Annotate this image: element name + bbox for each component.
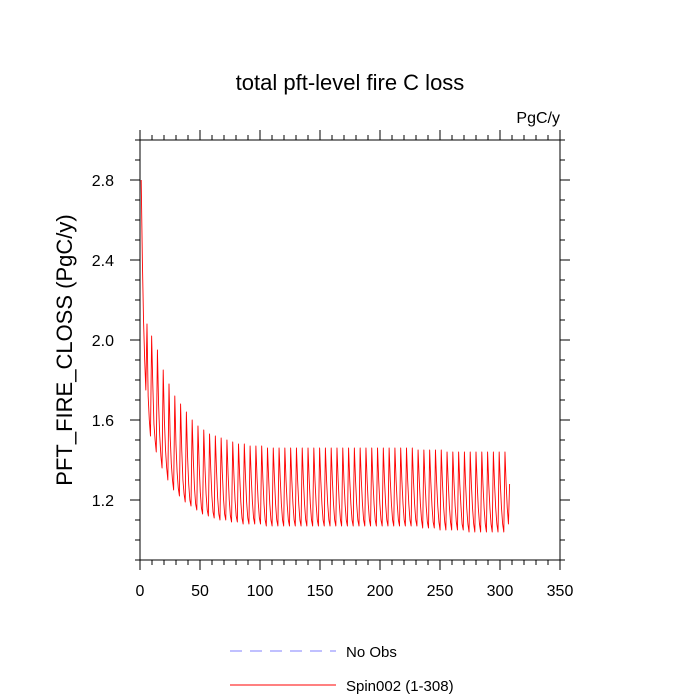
y-tick-label: 2.0 — [92, 333, 114, 350]
chart-title: total pft-level fire C loss — [236, 70, 465, 95]
y-tick-label: 2.4 — [92, 253, 114, 270]
series-line-spin002-1-308 — [140, 179, 511, 533]
legend-label-spin002: Spin002 (1-308) — [346, 678, 454, 695]
x-tick-label: 50 — [191, 583, 209, 600]
y-axis-label: PFT_FIRE_CLOSS (PgC/y) — [52, 214, 77, 485]
plot-frame — [139, 139, 561, 561]
y-tick-label: 1.6 — [92, 413, 114, 430]
x-tick-label: 300 — [487, 583, 514, 600]
x-tick-label: 100 — [247, 583, 274, 600]
x-tick-label: 200 — [367, 583, 394, 600]
y-tick-label: 1.2 — [92, 493, 114, 510]
units-label: PgC/y — [516, 110, 560, 127]
x-tick-label: 150 — [307, 583, 334, 600]
tick-label-layer: 0 50 100 150 200 250 300 350 1.2 1.6 2.0 2.4 2.8 — [92, 173, 574, 600]
x-tick-label: 0 — [136, 583, 145, 600]
tick-layer — [130, 130, 570, 570]
series-layer — [140, 179, 511, 533]
legend: No Obs Spin002 (1-308) — [230, 644, 454, 695]
legend-label-no-obs: No Obs — [346, 644, 397, 661]
x-tick-label: 350 — [547, 583, 574, 600]
y-tick-label: 2.8 — [92, 173, 114, 190]
x-tick-label: 250 — [427, 583, 454, 600]
